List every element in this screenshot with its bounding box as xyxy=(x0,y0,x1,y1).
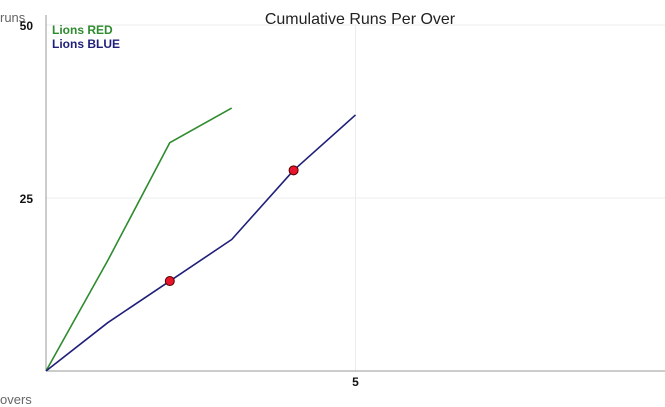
wicket-marker xyxy=(164,276,175,287)
wicket-marker xyxy=(288,165,299,176)
chart-title: Cumulative Runs Per Over xyxy=(265,11,456,28)
y-axis-label: runs xyxy=(0,10,26,25)
series-line-1 xyxy=(45,107,233,372)
y-tick-label: 25 xyxy=(20,192,34,206)
grid-lines xyxy=(46,24,665,371)
y-tick-label: 50 xyxy=(20,19,34,33)
series-lines xyxy=(45,107,357,372)
x-axis-label: overs xyxy=(0,392,32,407)
x-tick-label: 5 xyxy=(352,375,359,389)
wicket-markers xyxy=(164,165,299,287)
series-line-2 xyxy=(45,114,357,372)
legend-entry: Lions RED xyxy=(52,23,113,37)
tick-labels: 25 50 5 xyxy=(20,19,360,389)
legend-entry: Lions BLUE xyxy=(52,37,120,51)
